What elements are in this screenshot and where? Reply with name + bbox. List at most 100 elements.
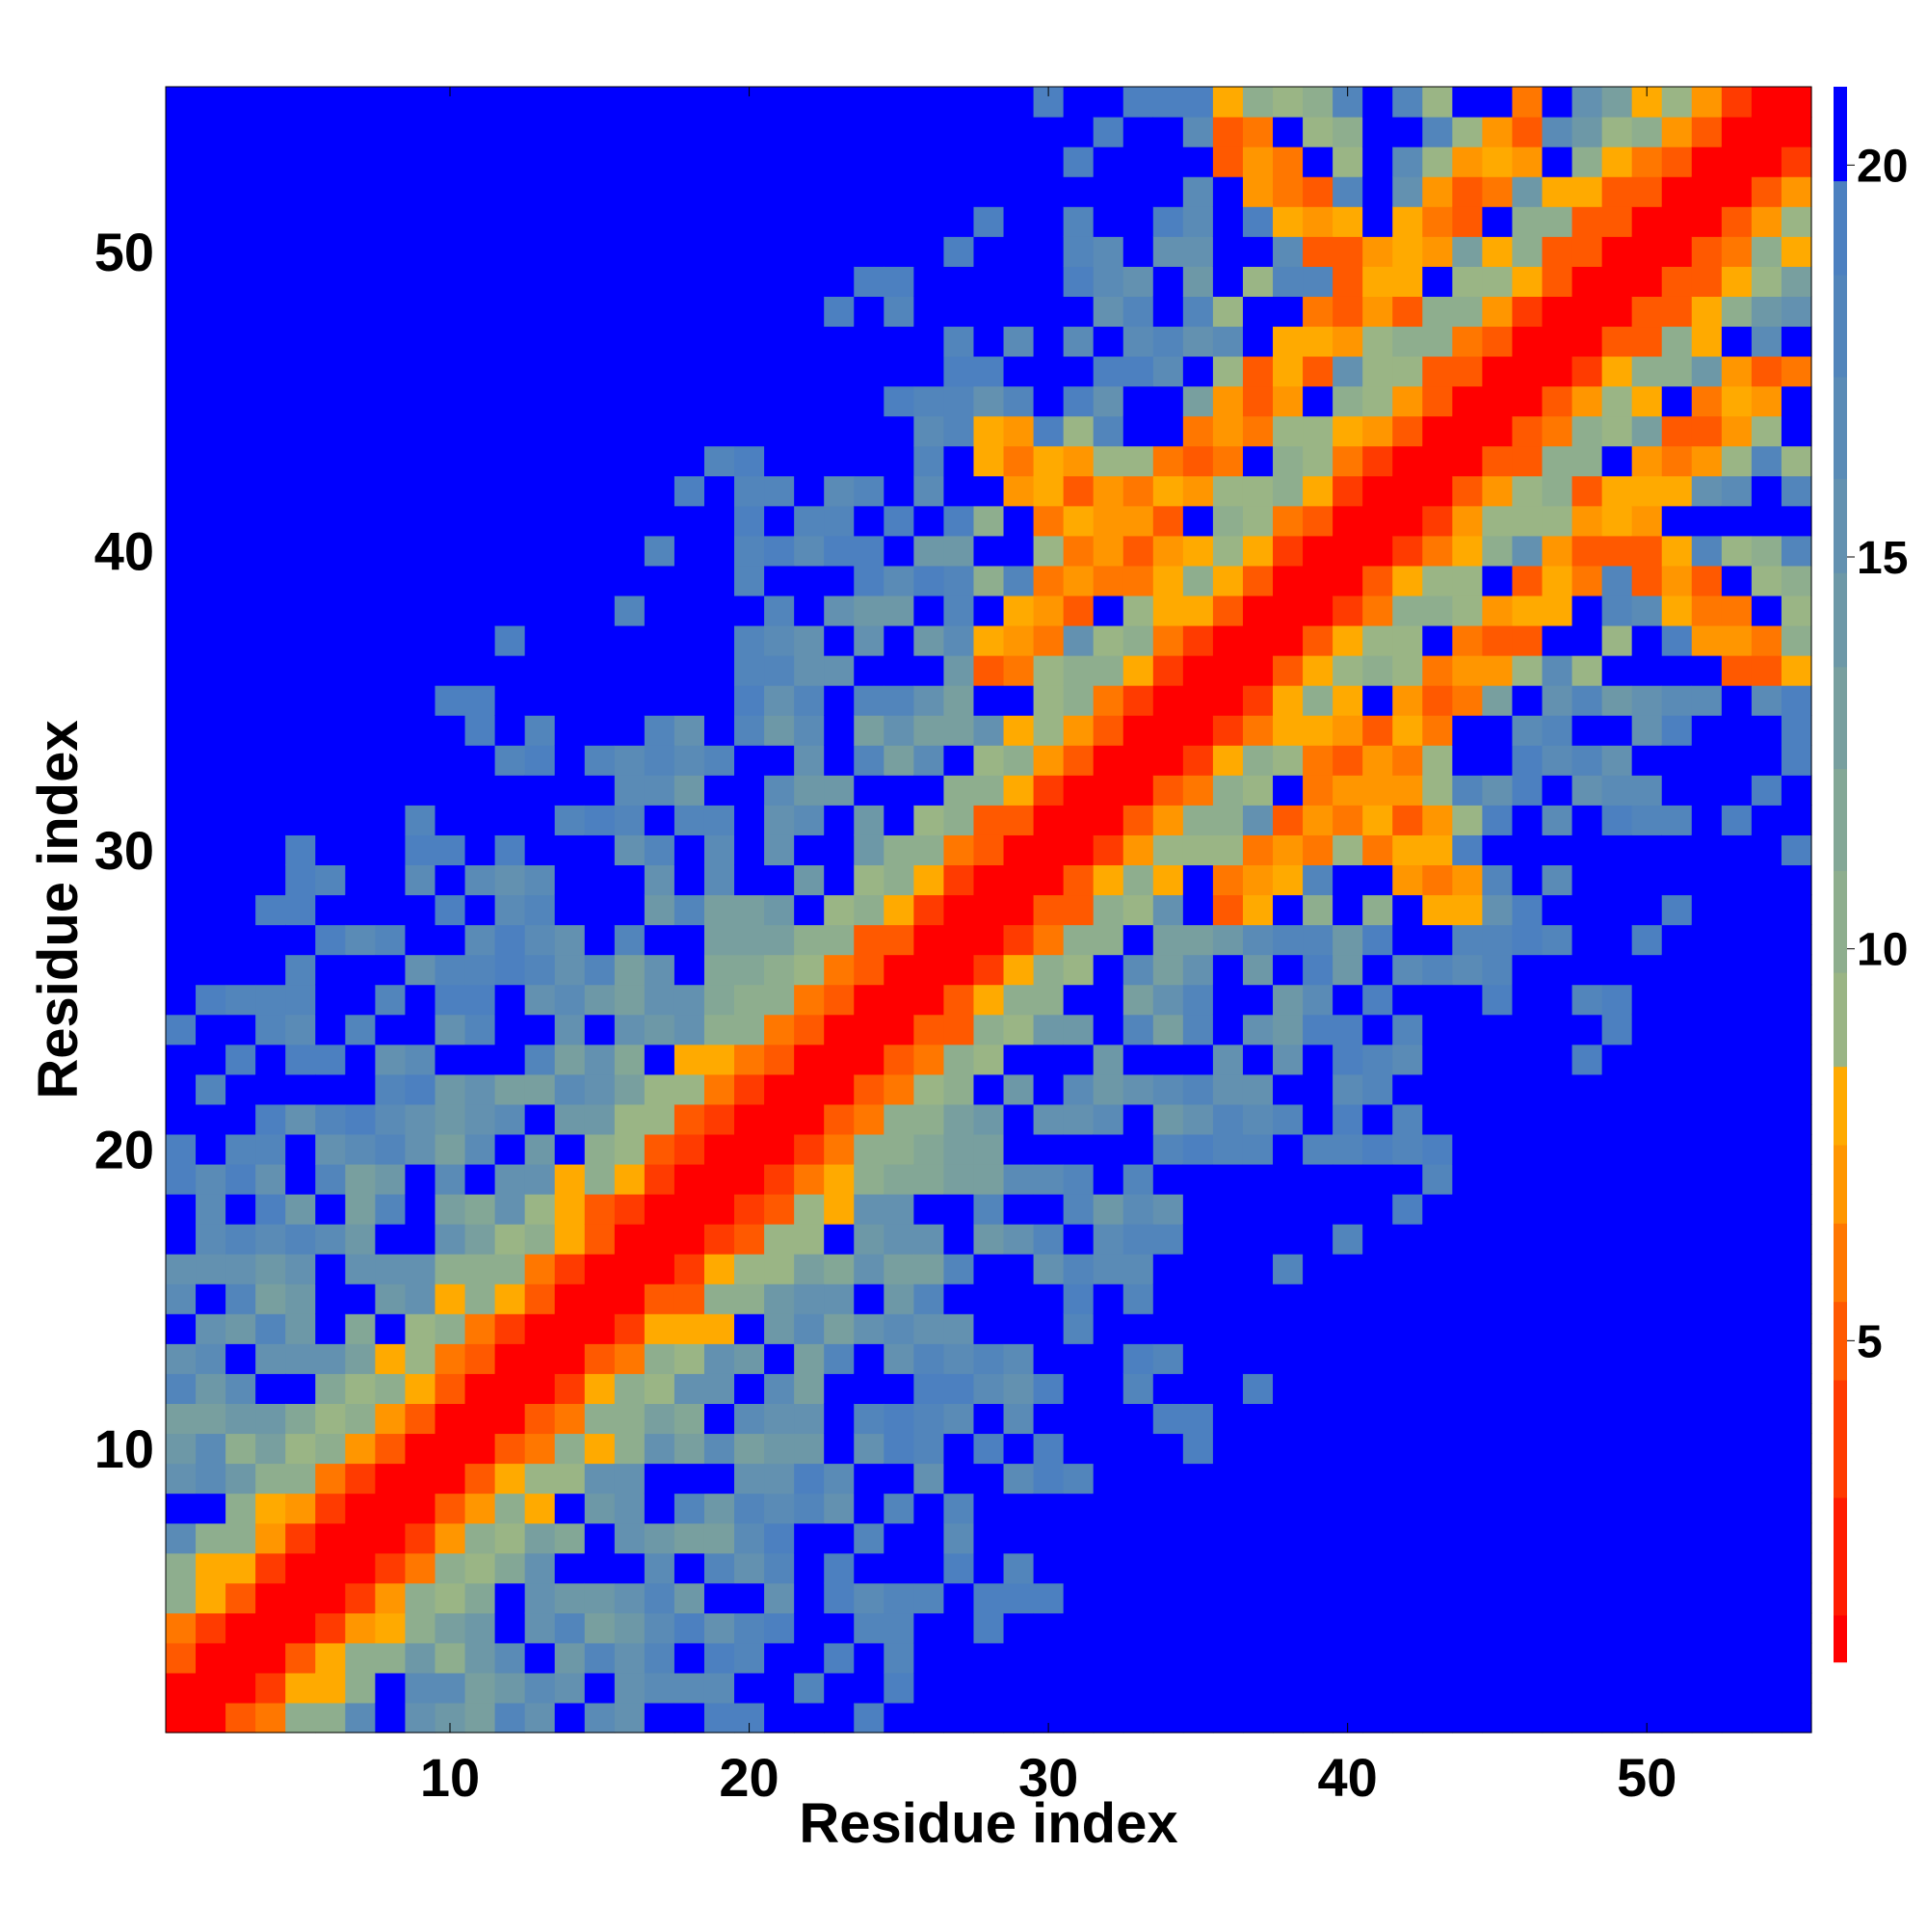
heatmap-cell: [315, 117, 346, 147]
heatmap-cell: [225, 1313, 256, 1344]
plot-frame: [165, 86, 1812, 1734]
heatmap-cell: [524, 745, 556, 776]
heatmap-cell: [1333, 1403, 1363, 1435]
heatmap-cell: [1273, 864, 1304, 896]
heatmap-cell: [614, 685, 646, 716]
heatmap-cell: [1512, 266, 1544, 297]
heatmap-cell: [673, 894, 705, 926]
heatmap-cell: [435, 924, 466, 956]
heatmap-cell: [315, 894, 346, 926]
heatmap-cell: [375, 984, 407, 1016]
heatmap-cell: [1422, 1463, 1453, 1495]
heatmap-cell: [794, 1433, 825, 1465]
heatmap-cell: [1571, 266, 1603, 297]
heatmap-cell: [1601, 1582, 1633, 1614]
heatmap-cell: [794, 206, 825, 237]
heatmap-cell: [1691, 1373, 1723, 1404]
heatmap-cell: [913, 1612, 945, 1644]
heatmap-cell: [1212, 624, 1244, 656]
heatmap-cell: [196, 775, 226, 806]
heatmap-cell: [494, 595, 526, 626]
heatmap-cell: [1542, 326, 1573, 357]
heatmap-cell: [614, 236, 646, 267]
heatmap-cell: [1691, 206, 1723, 237]
heatmap-cell: [225, 624, 256, 656]
heatmap-cell: [196, 565, 226, 596]
heatmap-cell: [464, 834, 496, 866]
heatmap-cell: [614, 266, 646, 297]
heatmap-cell: [703, 655, 735, 686]
heatmap-cell: [1242, 894, 1274, 926]
heatmap-cell: [1182, 505, 1214, 537]
heatmap-cell: [1631, 385, 1663, 417]
heatmap-cell: [1303, 685, 1333, 716]
heatmap-cell: [1482, 1044, 1514, 1075]
heatmap-cell: [1512, 1224, 1544, 1255]
heatmap-cell: [973, 805, 1005, 835]
heatmap-cell: [285, 715, 316, 746]
heatmap-cell: [166, 87, 197, 118]
heatmap-cell: [1152, 475, 1184, 507]
heatmap-cell: [913, 984, 945, 1016]
heatmap-cell: [1751, 385, 1782, 417]
heatmap-cell: [1033, 475, 1065, 507]
heatmap-cell: [913, 565, 945, 596]
heatmap-cell: [884, 296, 914, 328]
heatmap-cell: [1392, 1552, 1423, 1584]
heatmap-cell: [1333, 715, 1363, 746]
heatmap-cell: [1093, 296, 1124, 328]
heatmap-cell: [1571, 1433, 1603, 1465]
heatmap-cell: [1212, 1224, 1244, 1255]
heatmap-cell: [255, 1313, 286, 1344]
heatmap-cell: [315, 624, 346, 656]
heatmap-cell: [1303, 535, 1333, 567]
heatmap-cell: [1333, 1522, 1363, 1554]
heatmap-cell: [1482, 1014, 1514, 1045]
heatmap-cell: [1661, 1612, 1693, 1644]
heatmap-cell: [524, 1254, 556, 1284]
heatmap-cell: [1093, 385, 1124, 417]
heatmap-cell: [1242, 1014, 1274, 1045]
heatmap-cell: [734, 864, 765, 896]
heatmap-cell: [375, 595, 407, 626]
heatmap-cell: [1452, 1403, 1483, 1435]
heatmap-cell: [1721, 1313, 1753, 1344]
heatmap-cell: [584, 1044, 616, 1075]
heatmap-cell: [1303, 1163, 1333, 1195]
heatmap-cell: [435, 954, 466, 986]
heatmap-cell: [884, 864, 914, 896]
heatmap-cell: [255, 954, 286, 986]
heatmap-cell: [1242, 1073, 1274, 1105]
heatmap-cell: [1751, 266, 1782, 297]
heatmap-cell: [1482, 87, 1514, 118]
heatmap-cell: [584, 87, 616, 118]
heatmap-cell: [1003, 475, 1035, 507]
heatmap-cell: [644, 745, 675, 776]
heatmap-cell: [764, 805, 795, 835]
heatmap-cell: [1452, 1433, 1483, 1465]
heatmap-cell: [225, 1343, 256, 1374]
heatmap-cell: [524, 715, 556, 746]
heatmap-cell: [644, 834, 675, 866]
heatmap-cell: [494, 326, 526, 357]
heatmap-cell: [1273, 1403, 1304, 1435]
heatmap-cell: [1751, 326, 1782, 357]
heatmap-cell: [1751, 356, 1782, 387]
heatmap-cell: [673, 1073, 705, 1105]
heatmap-cell: [1571, 296, 1603, 328]
heatmap-cell: [644, 326, 675, 357]
heatmap-cell: [734, 505, 765, 537]
heatmap-cell: [673, 1194, 705, 1225]
heatmap-cell: [1122, 356, 1154, 387]
heatmap-cell: [584, 117, 616, 147]
heatmap-cell: [1182, 775, 1214, 806]
heatmap-cell: [913, 1552, 945, 1584]
heatmap-cell: [1033, 864, 1065, 896]
heatmap-cell: [1152, 505, 1184, 537]
heatmap-cell: [614, 1044, 646, 1075]
heatmap-cell: [973, 1073, 1005, 1105]
heatmap-cell: [1392, 505, 1423, 537]
heatmap-cell: [1601, 1493, 1633, 1524]
heatmap-cell: [943, 1163, 975, 1195]
heatmap-cell: [794, 146, 825, 177]
